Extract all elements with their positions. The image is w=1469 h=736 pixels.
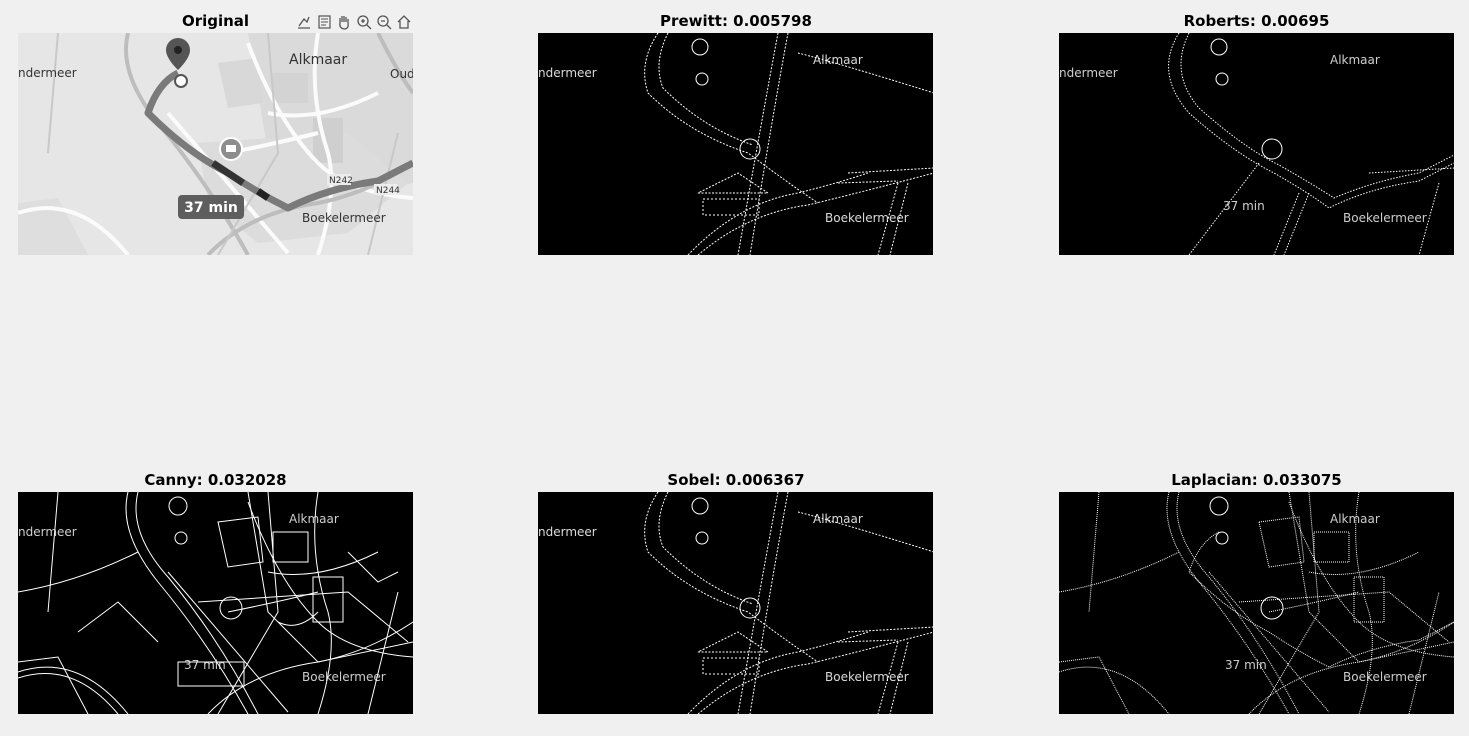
- edge-label-ndermeer: ndermeer: [18, 525, 77, 539]
- panel-canny: Canny: 0.032028: [18, 470, 413, 715]
- panel-title: Laplacian: 0.033075: [1171, 471, 1342, 489]
- sobel-edge-image[interactable]: Alkmaar ndermeer Boekelermeer: [538, 492, 933, 714]
- roberts-edge-image[interactable]: Alkmaar ndermeer 37 min Boekelermeer: [1059, 33, 1454, 255]
- map-label-n244: N244: [376, 186, 400, 196]
- pan-icon[interactable]: [335, 13, 353, 31]
- canny-edge-image[interactable]: Alkmaar ndermeer 37 min Boekelermeer: [18, 492, 413, 714]
- axes-toolbar: [295, 12, 413, 32]
- edge-label-ndermeer: ndermeer: [538, 66, 597, 80]
- edge-label-boekelermeer: Boekelermeer: [1343, 211, 1427, 225]
- home-icon[interactable]: [395, 13, 413, 31]
- panel-prewitt: Prewitt: 0.005798 Al: [538, 11, 934, 256]
- edge-label-alkmaar: Alkmaar: [1330, 512, 1380, 526]
- edge-label-boekelermeer: Boekelermeer: [825, 211, 909, 225]
- map-label-boekelermeer: Boekelermeer: [302, 211, 386, 225]
- original-map-image[interactable]: 37 min Alkmaar Oud ndermeer N242 N244 Bo…: [18, 33, 413, 255]
- panel-roberts: Roberts: 0.00695 Alkmaar ndermeer 37 min…: [1059, 11, 1454, 256]
- zoom-out-icon[interactable]: [375, 13, 393, 31]
- edge-label-boekelermeer: Boekelermeer: [302, 670, 386, 684]
- zoom-in-icon[interactable]: [355, 13, 373, 31]
- panel-original: Original: [18, 11, 413, 256]
- panel-sobel: Sobel: 0.006367 Alkm: [538, 470, 934, 715]
- map-label-alkmaar: Alkmaar: [289, 52, 347, 68]
- edge-label-eta: 37 min: [1223, 199, 1265, 213]
- edge-label-boekelermeer: Boekelermeer: [825, 670, 909, 684]
- edge-label-alkmaar: Alkmaar: [813, 512, 863, 526]
- map-label-n242: N242: [329, 176, 353, 186]
- datatip-icon[interactable]: [315, 13, 333, 31]
- edge-label-alkmaar: Alkmaar: [289, 512, 339, 526]
- edge-label-ndermeer: ndermeer: [538, 525, 597, 539]
- edge-label-alkmaar: Alkmaar: [1330, 53, 1380, 67]
- map-label-ndermeer: ndermeer: [18, 66, 77, 80]
- map-label-oud: Oud: [390, 67, 413, 81]
- edge-label-alkmaar: Alkmaar: [813, 53, 863, 67]
- laplacian-edge-image[interactable]: Alkmaar 37 min Boekelermeer: [1059, 492, 1454, 714]
- edge-label-boekelermeer: Boekelermeer: [1343, 670, 1427, 684]
- panel-laplacian: Laplacian: 0.033075: [1059, 470, 1454, 715]
- map-eta-label: 37 min: [184, 200, 238, 216]
- brush-icon[interactable]: [295, 13, 313, 31]
- prewitt-edge-image[interactable]: Alkmaar ndermeer Boekelermeer: [538, 33, 933, 255]
- panel-title: Sobel: 0.006367: [667, 471, 805, 489]
- edge-label-ndermeer: ndermeer: [1059, 66, 1118, 80]
- edge-label-eta: 37 min: [1225, 658, 1267, 672]
- panel-title: Roberts: 0.00695: [1183, 12, 1330, 30]
- panel-title: Original: [181, 12, 250, 30]
- panel-title: Canny: 0.032028: [144, 471, 287, 489]
- panel-title: Prewitt: 0.005798: [660, 12, 812, 30]
- edge-label-eta: 37 min: [184, 658, 226, 672]
